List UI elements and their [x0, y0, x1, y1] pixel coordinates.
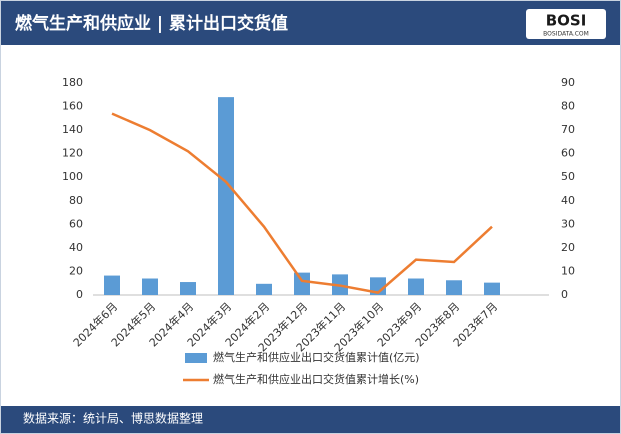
- y-tick-label: 40: [69, 241, 83, 254]
- source: 数据来源：统计局、博思数据整理: [23, 411, 203, 426]
- logo-sub: BOSIDATA.COM: [543, 31, 589, 38]
- logo-box: [526, 9, 606, 39]
- bar: [484, 282, 500, 295]
- legend-swatch: [185, 353, 207, 363]
- y-tick-label: 100: [62, 170, 83, 183]
- y2-tick-label: 0: [561, 288, 568, 301]
- line: [111, 112, 493, 294]
- y2-tick-label: 30: [561, 217, 575, 230]
- y-tick-label: 140: [62, 123, 83, 136]
- y2-tick-label: 60: [561, 147, 575, 160]
- bar: [408, 278, 424, 295]
- y-tick-label: 160: [62, 100, 83, 113]
- y2-tick-label: 20: [561, 241, 575, 254]
- bar: [256, 283, 272, 295]
- y2-tick-label: 70: [561, 123, 575, 136]
- bar: [218, 97, 234, 295]
- y2-tick-label: 90: [561, 76, 575, 89]
- bar: [142, 278, 158, 295]
- y-tick-label: 0: [76, 288, 83, 301]
- legend-label: 燃气生产和供应业出口交货值累计值(亿元): [213, 350, 420, 364]
- y2-tick-label: 40: [561, 194, 575, 207]
- footer: [1, 406, 620, 433]
- y2-tick-label: 80: [561, 100, 575, 113]
- chart-title: 燃气生产和供应业 | 累计出口交货值: [15, 13, 288, 34]
- header: [1, 1, 620, 45]
- y-tick-label: 60: [69, 217, 83, 230]
- y-tick-label: 120: [62, 147, 83, 160]
- y2-tick-label: 10: [561, 264, 575, 277]
- y-tick-label: 20: [69, 264, 83, 277]
- logo: BOSI: [546, 12, 587, 30]
- y2-tick-label: 50: [561, 170, 575, 183]
- legend-label: 燃气生产和供应业出口交货值累计增长(%): [213, 372, 419, 386]
- bar: [104, 275, 120, 295]
- y-tick-label: 180: [62, 76, 83, 89]
- bar: [180, 282, 196, 295]
- bar: [294, 272, 310, 295]
- bar: [446, 280, 462, 295]
- y-tick-label: 80: [69, 194, 83, 207]
